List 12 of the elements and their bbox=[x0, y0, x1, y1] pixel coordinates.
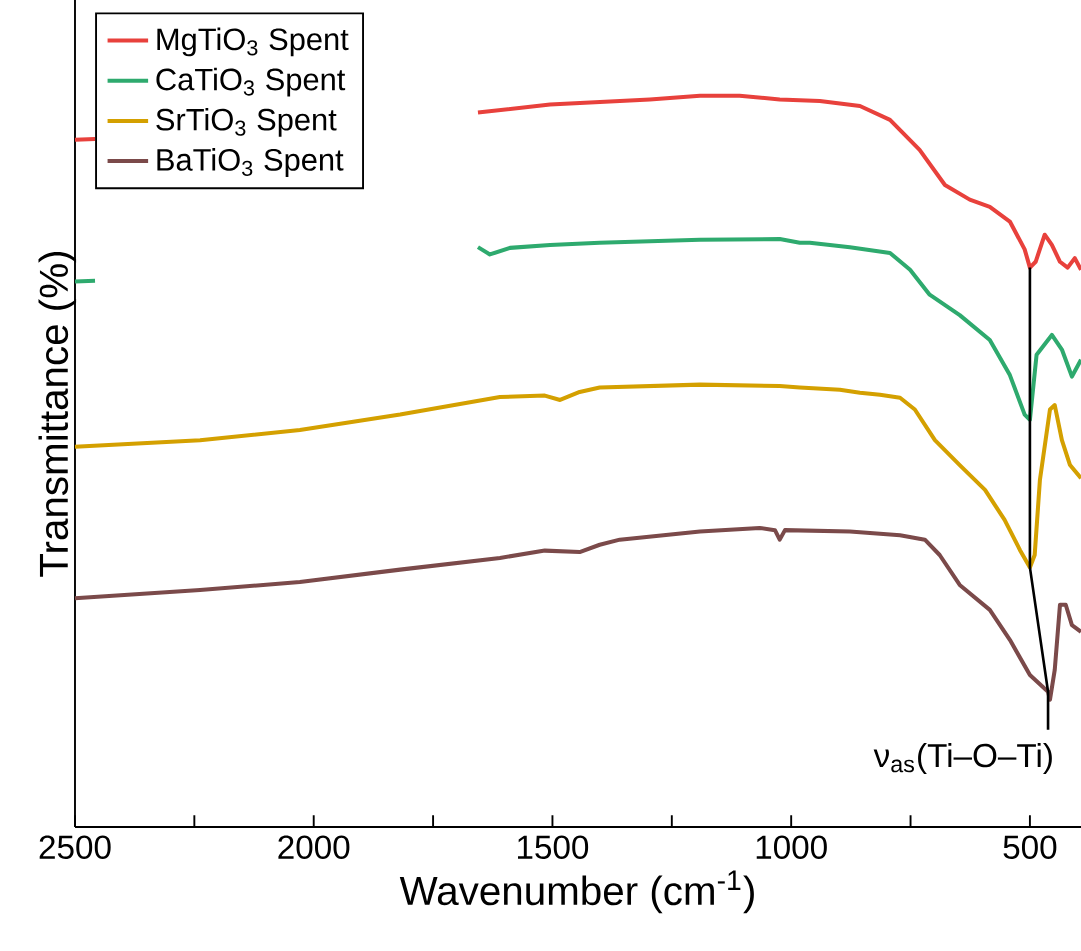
y-axis-title: Transmittance (%) bbox=[38, 251, 77, 577]
annotation: ν$_{as}$(Ti–O–Ti) bbox=[873, 742, 1052, 774]
legend-label: MgTiO$_{3}$ Spent bbox=[157, 27, 349, 57]
legend-label: SrTiO$_{3}$ Spent bbox=[156, 107, 337, 137]
legend-label: CaTiO$_{3}$ Spent bbox=[156, 67, 346, 97]
x-tick-label: 1500 bbox=[518, 835, 589, 859]
x-tick-label: 2000 bbox=[278, 835, 350, 859]
x-tick-label: 2500 bbox=[39, 835, 111, 859]
x-axis-title: Wavenumber (cm$^{-1}$) bbox=[399, 870, 754, 914]
legend-label: BaTiO$_{3}$ Spent bbox=[157, 148, 344, 177]
x-tick-label: 500 bbox=[1003, 835, 1057, 859]
x-tick-label: 1000 bbox=[756, 835, 827, 859]
